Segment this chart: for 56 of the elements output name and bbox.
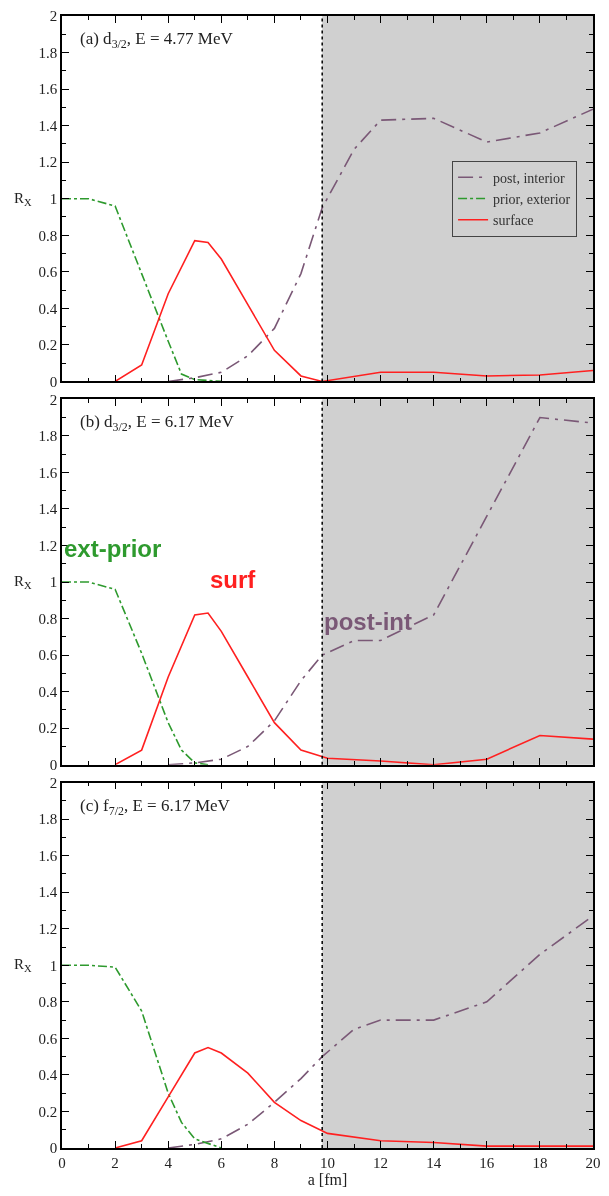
text: (c) f$_{7/2}$, E = 6.17 MeV <box>80 796 231 818</box>
x-tick-label: 10 <box>320 1154 335 1171</box>
y-tick-label: 1.8 <box>38 44 58 61</box>
y-tick-label: 0.6 <box>38 647 58 664</box>
x-tick-label: 4 <box>164 1154 173 1171</box>
y-tick-label: 1.2 <box>38 537 58 554</box>
y-axis-title: R$_{X}$ <box>14 956 33 975</box>
y-tick-label: 0.4 <box>38 683 58 700</box>
y-tick-label: 1.4 <box>38 884 58 901</box>
series-label: ext-prior <box>64 535 162 562</box>
y-tick-label: 1.4 <box>38 501 58 518</box>
y-tick-label: 0.6 <box>38 1030 58 1047</box>
x-tick-label: 12 <box>373 1154 389 1171</box>
y-tick-label: 1 <box>49 574 58 591</box>
y-tick-label: 0.4 <box>38 300 58 317</box>
y-tick-label: 1.6 <box>38 81 58 98</box>
y-tick-label: 1.2 <box>38 154 58 171</box>
x-tick-label: 8 <box>270 1154 279 1171</box>
y-tick-label: 0.8 <box>38 610 58 627</box>
text: (b) d$_{3/2}$, E = 6.17 MeV <box>80 412 235 434</box>
y-tick-label: 1.2 <box>38 921 58 937</box>
y-tick-label: 2 <box>49 8 58 25</box>
y-tick-label: 0.2 <box>38 1103 58 1120</box>
x-tick-label: 16 <box>479 1154 495 1171</box>
y-tick-label: 1.4 <box>38 117 58 134</box>
y-tick-label: 0.4 <box>38 1067 58 1084</box>
x-tick-label: 20 <box>585 1154 601 1171</box>
y-tick-label: 0 <box>49 373 58 390</box>
x-tick-label: 2 <box>111 1154 119 1171</box>
y-tick-label: 1.8 <box>38 428 58 445</box>
legend-label: surface <box>493 213 534 229</box>
series-label: surf <box>210 566 257 593</box>
series-label: post-int <box>324 608 412 635</box>
y-tick-label: 0.2 <box>38 337 58 354</box>
y-tick-label: 1.8 <box>38 811 58 828</box>
y-tick-label: 0.8 <box>38 227 58 244</box>
y-tick-label: 2 <box>49 391 58 408</box>
y-tick-label: 0.8 <box>38 994 58 1011</box>
y-tick-label: 1.6 <box>38 847 58 864</box>
text: (a) d$_{3/2}$, E = 4.77 MeV <box>80 29 234 51</box>
y-tick-label: 1 <box>49 190 58 207</box>
y-tick-label: 0 <box>49 756 58 773</box>
x-tick-label: 14 <box>426 1154 442 1171</box>
y-axis-title: R$_{X}$ <box>14 190 33 209</box>
y-tick-label: 1 <box>49 957 58 974</box>
y-tick-label: 0.2 <box>38 720 58 737</box>
y-axis-title: R$_{X}$ <box>14 573 33 592</box>
y-tick-label: 0 <box>49 1140 58 1157</box>
x-tick-label: 18 <box>532 1154 548 1171</box>
x-axis-title: a [fm] <box>307 1170 348 1188</box>
x-tick-label: 6 <box>217 1154 226 1171</box>
legend-label: prior, exterior <box>493 191 571 207</box>
y-tick-label: 2 <box>49 774 58 791</box>
y-tick-label: 0.6 <box>38 264 58 281</box>
y-tick-label: 1.6 <box>38 464 58 481</box>
legend-label: post, interior <box>493 170 565 186</box>
